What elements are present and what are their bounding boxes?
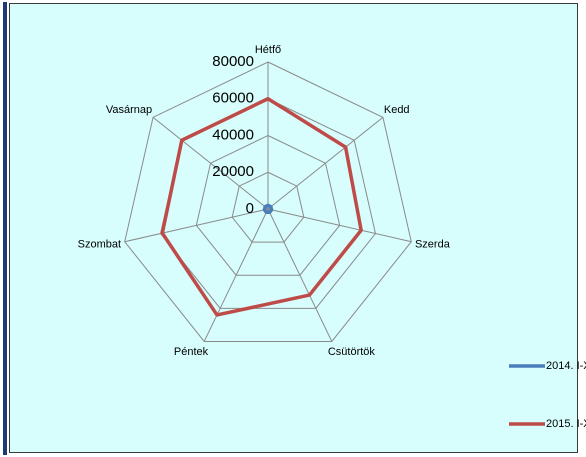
y-tick-label: 20000 — [212, 163, 254, 180]
category-label: Péntek — [174, 346, 209, 358]
y-tick-label: 60000 — [212, 90, 254, 107]
category-label: Hétfő — [255, 44, 281, 56]
grid-line — [124, 61, 412, 342]
y-tick-label: 0 — [246, 200, 254, 217]
category-label: Vasárnap — [106, 104, 152, 116]
legend-label: 2015. I-X. — [546, 418, 586, 430]
series-line — [160, 97, 363, 317]
y-tick-label: 40000 — [212, 126, 254, 143]
plot-background — [9, 3, 578, 453]
category-label: Kedd — [384, 104, 410, 116]
series-line — [262, 203, 274, 215]
grid-line — [231, 171, 305, 243]
category-label: Csütörtök — [328, 346, 376, 358]
category-label: Szombat — [78, 238, 121, 250]
grid-line — [195, 134, 341, 276]
frame-edge — [3, 2, 7, 455]
y-tick-label: 80000 — [212, 53, 254, 70]
legend-label: 2014. I-X. — [546, 360, 586, 372]
category-label: Szerda — [415, 238, 451, 250]
